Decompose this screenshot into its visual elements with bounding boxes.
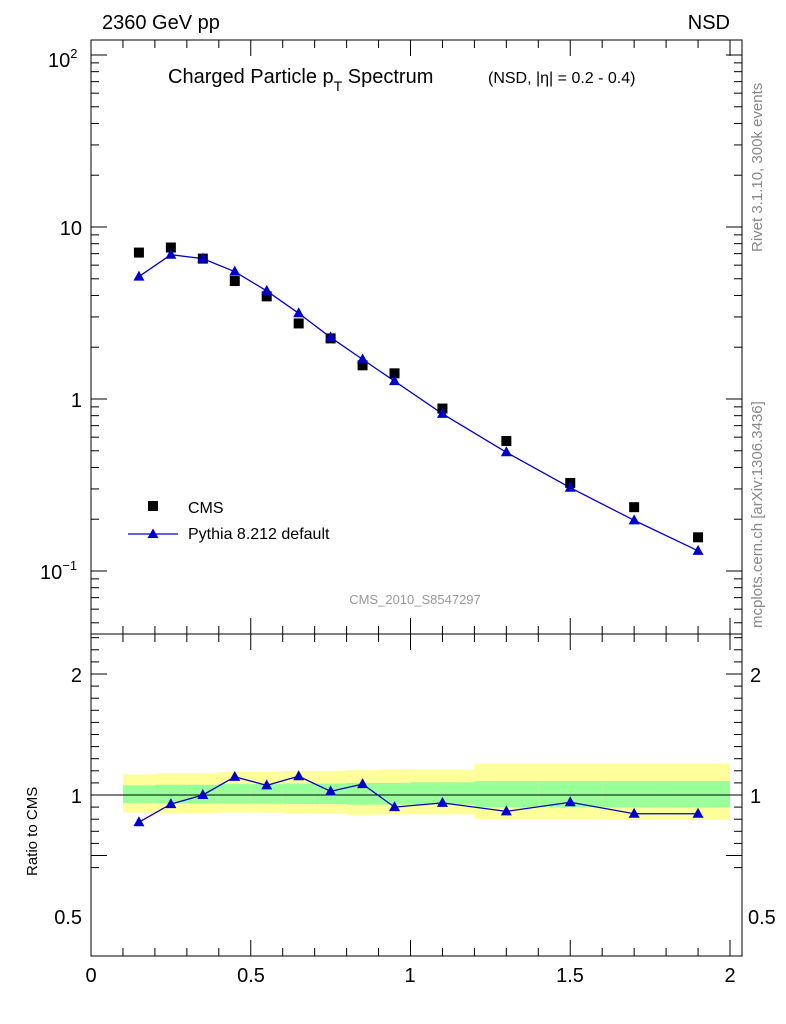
ratio-ylabel: Ratio to CMS <box>24 787 41 876</box>
xtick-label-0: 0 <box>85 965 96 987</box>
chart-title-main: Charged Particle p <box>168 66 334 88</box>
header-right: NSD <box>688 12 730 34</box>
band-inner <box>122 785 155 803</box>
ytick-label-1: 1 <box>71 390 82 412</box>
pythia-point <box>133 270 145 281</box>
legend-marker-pythia <box>147 528 159 538</box>
chart-title-sub: T <box>334 78 343 94</box>
ratio-ytick-label-right-2: 2 <box>750 665 761 687</box>
band-inner <box>474 781 539 808</box>
pythia-point <box>165 248 177 259</box>
ratio-ticks <box>90 634 742 956</box>
ratio-point <box>325 785 337 796</box>
ratio-point <box>389 801 401 812</box>
ratio-ytick-label-2: 2 <box>71 665 82 687</box>
pythia-point <box>325 331 337 342</box>
band-inner <box>602 781 667 808</box>
ratio-point <box>229 770 241 781</box>
main-frame <box>90 39 743 635</box>
side-label-mcplots: mcplots.cern.ch [arXiv:1306.3436] <box>749 401 766 628</box>
pythia-line <box>138 254 699 552</box>
band-inner <box>410 782 475 805</box>
ytick-label-10: 10 <box>60 218 82 240</box>
legend-label-cms: CMS <box>188 500 224 517</box>
ratio-point <box>261 779 273 790</box>
cms-point <box>501 435 512 446</box>
ytick-label-0.1: 10−1 <box>40 558 77 584</box>
legend-marker-cms <box>148 501 158 511</box>
band-inner <box>250 784 283 804</box>
xtick-label-0.5: 0.5 <box>237 965 265 987</box>
main-series <box>133 242 704 555</box>
ytick-label-100: 102 <box>48 46 77 72</box>
ratio-point <box>628 807 640 818</box>
xtick-label-1.5: 1.5 <box>556 965 584 987</box>
cms-point <box>629 502 640 513</box>
chart-title-rest: Spectrum <box>342 66 433 88</box>
cms-point <box>229 276 240 287</box>
pythia-point <box>229 265 241 276</box>
ratio-point <box>500 805 512 816</box>
ytick-label-0.1-exp: −1 <box>62 558 77 573</box>
band-inner <box>154 784 187 804</box>
pythia-point <box>389 375 401 386</box>
ratio-point <box>197 789 209 799</box>
pythia-point <box>197 252 209 263</box>
cms-point <box>357 360 368 371</box>
cms-point <box>165 242 176 253</box>
ytick-label-0.1-base: 10 <box>40 562 62 584</box>
ratio-series <box>133 770 704 827</box>
ratio-ytick-label-0.5: 0.5 <box>54 907 82 929</box>
pythia-point <box>261 284 273 295</box>
chart-title-extra: (NSD, |η| = 0.2 - 0.4) <box>488 70 635 87</box>
ratio-line <box>138 775 699 823</box>
pythia-point <box>436 407 448 418</box>
ratio-panel: 0.5 1 2 0.5 1 2 Ratio to CMS 0 0.5 1 1.5… <box>24 633 776 987</box>
ratio-point <box>293 770 305 781</box>
cms-point <box>261 291 272 302</box>
pythia-point <box>628 514 640 525</box>
pythia-point <box>500 446 512 457</box>
ratio-frame <box>90 633 743 957</box>
pythia-point <box>357 353 369 364</box>
main-panel: 102 10 1 10−1 Charged Particle pT Spectr… <box>40 39 743 635</box>
ratio-ytick-label-1: 1 <box>71 786 82 808</box>
pythia-point <box>692 544 704 555</box>
chart-title: Charged Particle pT Spectrum <box>168 66 433 94</box>
pythia-point <box>293 307 305 318</box>
ratio-point <box>165 798 177 809</box>
header-left: 2360 GeV pp <box>102 12 220 34</box>
pythia-point <box>564 481 576 492</box>
xtick-label-1: 1 <box>404 965 415 987</box>
cms-point <box>293 318 304 329</box>
band-inner <box>666 781 730 808</box>
ratio-point <box>436 796 448 807</box>
ratio-point <box>564 796 576 807</box>
ytick-label-100-base: 10 <box>48 50 70 72</box>
watermark: CMS_2010_S8547297 <box>349 592 481 607</box>
band-inner <box>378 782 411 805</box>
ratio-bands <box>122 763 730 820</box>
legend-label-pythia: Pythia 8.212 default <box>188 526 330 543</box>
ytick-label-100-exp: 2 <box>70 46 77 61</box>
cms-point <box>389 368 400 379</box>
ratio-point <box>692 807 704 818</box>
side-label-rivet: Rivet 3.1.10, 300k events <box>749 83 766 252</box>
band-inner <box>282 783 315 805</box>
band-inner <box>346 782 379 805</box>
band-inner <box>218 784 251 804</box>
ratio-point <box>357 778 369 789</box>
ratio-point <box>133 816 145 827</box>
ratio-ytick-label-right-1: 1 <box>750 786 761 808</box>
xtick-label-2: 2 <box>724 965 735 987</box>
cms-point <box>693 532 704 543</box>
cms-point <box>133 247 144 258</box>
ratio-ytick-label-right-0.5: 0.5 <box>748 907 776 929</box>
legend: CMS Pythia 8.212 default <box>128 500 330 543</box>
main-ticks <box>90 40 742 634</box>
